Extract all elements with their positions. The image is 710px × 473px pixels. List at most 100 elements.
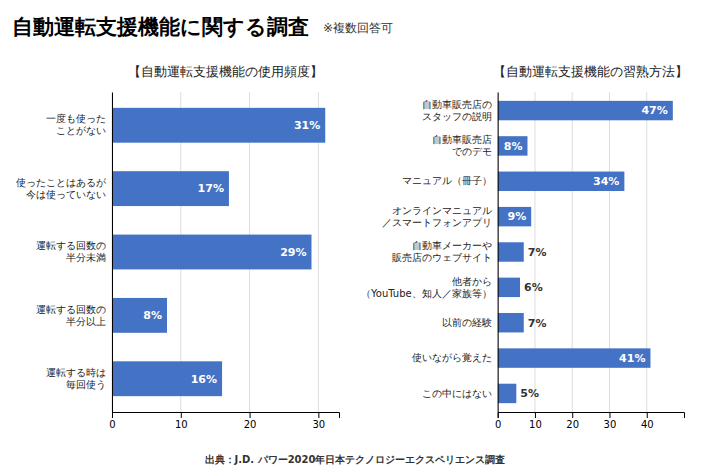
y-tick-label: マニュアル（冊子） [402, 175, 492, 186]
y-tick-label: 自動車メーカーや販売店のウェブサイト [392, 240, 492, 263]
y-tick: 運転する時は毎回使う [46, 367, 112, 390]
x-axis: 0 10 20 30 [109, 412, 339, 430]
bar [498, 384, 517, 403]
bars [112, 108, 325, 396]
x-tick-label: 10 [175, 419, 188, 430]
x-tick: 20 [244, 412, 257, 430]
data-label: 41% [619, 352, 645, 365]
y-axis: 一度も使ったことがない使ったことはあるが今は使っていない運転する回数の半分未満運… [16, 93, 113, 413]
y-tick: 使ったことはあるが今は使っていない [16, 177, 112, 200]
chart-container: 自動運転支援機能に関する調査 ※複数回答可出典：J.D. パワー2020年日本テク… [0, 0, 710, 473]
bar [112, 235, 311, 270]
y-tick: マニュアル（冊子） [402, 175, 498, 186]
footer: 出典：J.D. パワー2020年日本テクノロジーエクスペリエンス調査 [205, 454, 506, 465]
data-label: 31% [294, 119, 320, 132]
y-tick-label-line: 半分以上 [66, 316, 106, 327]
y-tick-label-line: 一度も使った [46, 113, 106, 124]
x-tick-label: 30 [604, 419, 617, 430]
bar [498, 136, 528, 155]
x-tick-mark [572, 412, 573, 418]
y-tick-label: 自動車販売店のスタッフの説明 [422, 99, 492, 122]
y-tick: この中にはない [422, 388, 498, 399]
y-tick-label-line: 以前の経験 [442, 317, 492, 328]
x-tick-label: 10 [529, 419, 542, 430]
y-tick-label: 以前の経験 [442, 317, 492, 328]
bar [498, 172, 625, 191]
y-tick: 自動車メーカーや販売店のウェブサイト [392, 240, 498, 263]
y-tick-label-line: ／スマートフォンアプリ [382, 217, 492, 228]
x-tick: 40 [641, 412, 654, 430]
data-label: 29% [280, 246, 306, 259]
y-tick-label-line: 運転する回数の [36, 240, 106, 251]
y-tick-label-line: 他者から [452, 276, 492, 287]
data-label: 6% [524, 281, 543, 294]
y-tick: 運転する回数の半分未満 [36, 240, 112, 263]
bar [112, 298, 167, 333]
y-tick-label: この中にはない [422, 388, 492, 399]
y-tick-label-line: 運転する時は [46, 367, 106, 378]
x-tick-mark [181, 412, 182, 418]
x-tick-mark [250, 412, 251, 418]
chart-title: 【自動運転支援機能の習熟方法】 [493, 64, 688, 79]
x-tick-mark [498, 412, 499, 418]
y-tick-label: 運転する時は毎回使う [46, 367, 106, 390]
y-tick-label-line: マニュアル（冊子） [402, 175, 492, 186]
bar [498, 242, 524, 261]
y-tick-label-line: この中にはない [422, 388, 492, 399]
data-label: 7% [528, 317, 547, 330]
y-tick-label-line: 自動車販売店の [422, 99, 492, 110]
data-label: 16% [191, 373, 217, 386]
y-tick: 自動車販売店のスタッフの説明 [422, 99, 498, 122]
x-tick: 30 [312, 412, 325, 430]
x-tick: 30 [604, 412, 617, 430]
y-axis: 自動車販売店のスタッフの説明自動車販売店でのデモマニュアル（冊子） オンラインマニ… [361, 93, 498, 413]
y-tick: 運転する回数の半分以上 [36, 304, 112, 327]
y-tick: 以前の経験 [442, 317, 498, 328]
subtitle: ※複数回答可 [323, 21, 393, 35]
y-tick-label-line: 自動車メーカーや [412, 240, 492, 251]
x-tick-mark [647, 412, 648, 418]
data-labels: 5%41%7%6%7%9%34%8%47% [504, 104, 668, 400]
bars [498, 101, 673, 403]
x-tick-mark [318, 412, 319, 418]
y-tick-label-line: 使ったことはあるが [16, 177, 107, 188]
y-tick-label: 自動車販売店でのデモ [432, 134, 492, 157]
bar [112, 361, 222, 396]
bar [498, 101, 673, 120]
bar [498, 207, 532, 226]
data-label: 34% [593, 175, 619, 188]
bar [498, 278, 520, 297]
y-axis-line [112, 93, 113, 413]
x-axis: 0 10 20 30 40 [495, 412, 685, 430]
x-tick: 10 [175, 412, 188, 430]
y-tick: 自動車販売店でのデモ [432, 134, 498, 157]
panel: 【自動運転支援機能の使用頻度】0102030一度も使ったことがない使ったことはあ… [16, 64, 340, 430]
grid-line [497, 92, 498, 412]
x-tick-mark [112, 412, 113, 418]
y-tick-label-line: オンラインマニュアル [392, 205, 492, 216]
data-label: 9% [508, 210, 527, 223]
data-labels: 16%8%29%17%31% [143, 119, 320, 385]
y-tick-label-line: 販売店のウェブサイト [392, 252, 492, 263]
y-tick-label-line: 運転する回数の [36, 304, 106, 315]
y-tick-label: 運転する回数の半分以上 [36, 304, 106, 327]
x-axis-line [498, 413, 684, 419]
y-tick: オンラインマニュアル／スマートフォンアプリ [382, 205, 498, 228]
y-tick: 他者から（YouTube、知人／家族等） [361, 276, 498, 299]
x-tick: 0 [495, 412, 501, 430]
y-tick: 使いながら覚えた [412, 352, 498, 363]
x-tick-label: 20 [566, 419, 579, 430]
title: 自動運転支援機能に関する調査 [12, 15, 309, 39]
x-tick-label: 0 [109, 419, 115, 430]
data-label: 7% [528, 246, 547, 259]
y-tick-label: 他者から（YouTube、知人／家族等） [361, 276, 492, 299]
data-label: 8% [504, 140, 523, 153]
data-label: 8% [143, 309, 162, 322]
bar [498, 313, 524, 332]
data-label: 47% [641, 104, 667, 117]
x-tick: 20 [566, 412, 579, 430]
x-tick-label: 20 [244, 419, 257, 430]
bar [112, 171, 229, 206]
x-tick-mark [535, 412, 536, 418]
y-tick-label-line: スタッフの説明 [422, 111, 492, 122]
